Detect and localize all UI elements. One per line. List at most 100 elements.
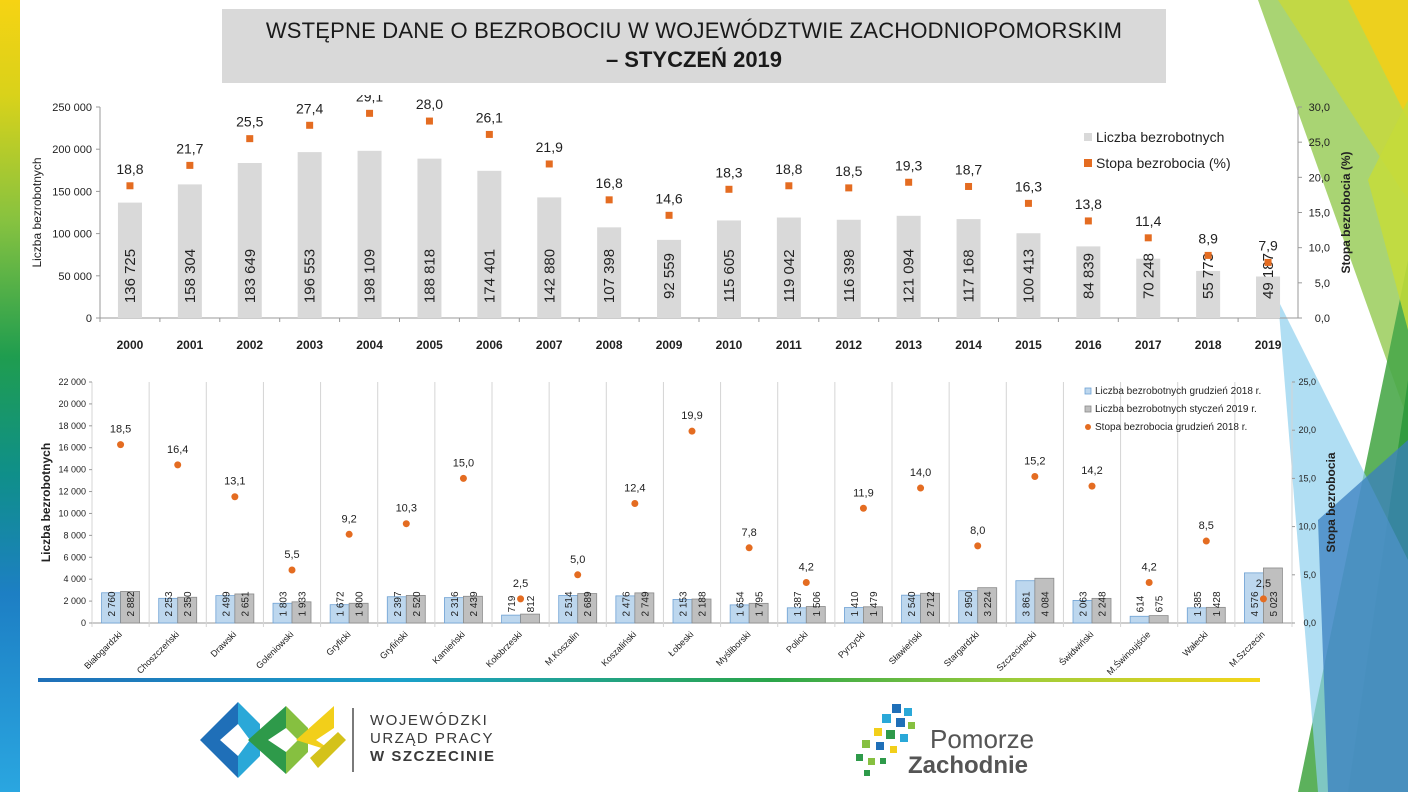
legend-swatch-rate — [1085, 424, 1091, 430]
y-tick-label: 18 000 — [58, 421, 86, 431]
bar-unemployed — [537, 197, 562, 318]
x-tick-label: Łobeski — [666, 629, 695, 658]
bar-jan-label: 1 800 — [355, 591, 366, 616]
bar-jan-label: 2 188 — [698, 591, 709, 616]
bar-unemployed — [597, 227, 622, 318]
bar-jan-label: 675 — [1155, 595, 1166, 612]
y-tick-label: 10 000 — [58, 508, 86, 518]
bar-jan-label: 812 — [526, 595, 537, 612]
x-tick-label: 2007 — [536, 338, 563, 352]
rate-value-label: 13,1 — [224, 476, 245, 488]
rate-value-label: 21,9 — [536, 139, 563, 155]
bar-jan-label: 1 479 — [869, 591, 880, 616]
bar-jan-2019 — [977, 587, 998, 624]
rate-marker — [1145, 579, 1153, 587]
rate-marker — [1031, 472, 1039, 480]
rate-value-label: 19,9 — [681, 410, 702, 422]
bar-dec-label: 614 — [1136, 595, 1147, 612]
rate-marker — [345, 530, 353, 538]
x-tick-label: Szczecinecki — [994, 629, 1038, 673]
title-line-1: WSTĘPNE DANE O BEZROBOCIU W WOJEWÓDZTWIE… — [265, 18, 1123, 43]
bar-value-label: 121 094 — [901, 249, 918, 303]
decorative-triangles — [1258, 0, 1408, 792]
bar-jan-2019 — [634, 592, 655, 624]
rate-value-label: 18,8 — [775, 161, 802, 177]
bar-dec-label: 1 410 — [850, 591, 861, 616]
bar-jan-2019 — [1205, 606, 1226, 624]
legend-label-bars: Liczba bezrobotnych — [1096, 129, 1224, 145]
rate-marker — [1084, 217, 1092, 225]
rate-value-label: 19,3 — [895, 157, 922, 173]
bar-jan-2019 — [920, 592, 940, 624]
x-tick-label: 2006 — [476, 338, 503, 352]
y-tick-label: 12 000 — [58, 487, 86, 497]
bar-jan-label: 2 520 — [412, 591, 423, 616]
y-tick-label: 14 000 — [58, 465, 86, 475]
logo-text-line2: URZĄD PRACY — [370, 730, 495, 747]
bar-unemployed — [776, 217, 801, 318]
x-tick-label: 2014 — [955, 338, 982, 352]
rate-value-label: 27,4 — [296, 100, 323, 116]
x-tick-label: 2004 — [356, 338, 383, 352]
rate-value-label: 21,7 — [176, 140, 203, 156]
rate-value-label: 16,3 — [1015, 178, 1042, 194]
rate-marker — [802, 579, 810, 587]
separator-line — [38, 678, 1260, 682]
legend-label-rate: Stopa bezrobocia grudzień 2018 r. — [1095, 422, 1247, 433]
bar-value-label: 117 168 — [961, 249, 978, 302]
y-tick-label: 22 000 — [58, 377, 86, 387]
y-tick-label: 50 000 — [58, 271, 92, 283]
bar-unemployed — [956, 219, 981, 318]
bar-jan-2019 — [1034, 577, 1055, 624]
bar-jan-2019 — [463, 595, 483, 624]
legend-swatch-dec — [1084, 387, 1092, 395]
legend-swatch-jan — [1084, 405, 1092, 413]
x-tick-label: 2012 — [835, 338, 862, 352]
bar-dec-label: 2 476 — [621, 591, 632, 616]
bar-value-label: 55 773 — [1200, 253, 1217, 299]
y2-axis-title: Stopa bezrobocia — [1324, 452, 1338, 552]
y2-tick-label: 20,0 — [1298, 425, 1316, 435]
bar-jan-2019 — [1091, 597, 1112, 624]
y2-tick-label: 0,0 — [1303, 618, 1316, 628]
bar-unemployed — [417, 158, 442, 318]
x-tick-label: 2008 — [596, 338, 623, 352]
bar-dec-label: 4 576 — [1250, 591, 1261, 616]
y-axis-title: Liczba bezrobotnych — [39, 443, 53, 562]
bar-unemployed — [836, 219, 861, 318]
y-tick-label: 250 000 — [52, 102, 92, 114]
pomorze-logo-text-1: Pomorze — [930, 724, 1035, 754]
legend-label-rate: Stopa bezrobocia (%) — [1096, 155, 1231, 171]
x-tick-label: Kamieński — [430, 629, 466, 665]
bar-dec-label: 1 803 — [279, 591, 290, 616]
rate-value-label: 18,5 — [835, 163, 862, 179]
rate-value-label: 13,8 — [1075, 196, 1102, 212]
y2-tick-label: 15,0 — [1309, 208, 1330, 220]
bar-value-label: 92 559 — [661, 253, 678, 299]
x-tick-label: 2016 — [1075, 338, 1102, 352]
rate-marker — [186, 161, 194, 169]
bar-dec-label: 2 499 — [221, 591, 232, 616]
bar-dec-label: 2 253 — [164, 591, 175, 616]
x-tick-label: Stargardzki — [942, 629, 981, 668]
logo-text-line3: W SZCZECINIE — [370, 748, 496, 765]
logo-text-line1: WOJEWÓDZKI — [370, 712, 489, 729]
bar-jan-label: 1 933 — [298, 591, 309, 616]
bar-dec-label: 1 654 — [736, 591, 747, 616]
title-line-2: – STYCZEŃ 2019 — [605, 47, 783, 72]
y-tick-label: 2 000 — [63, 596, 86, 606]
rate-value-label: 16,8 — [596, 175, 623, 191]
rate-marker — [517, 595, 525, 603]
y2-tick-label: 30,0 — [1309, 102, 1330, 114]
bar-unemployed — [896, 215, 921, 318]
bar-dec-label: 2 153 — [679, 591, 690, 616]
x-tick-label: Choszczeński — [135, 629, 181, 675]
legend-swatch-bars — [1084, 133, 1092, 141]
bar-jan-label: 2 651 — [240, 591, 251, 616]
bar-dec-label: 1 385 — [1193, 591, 1204, 616]
x-tick-label: 2010 — [716, 338, 743, 352]
bar-value-label: 70 248 — [1140, 253, 1157, 299]
rate-marker — [425, 117, 433, 125]
y-tick-label: 6 000 — [63, 552, 86, 562]
x-tick-label: 2018 — [1195, 338, 1222, 352]
